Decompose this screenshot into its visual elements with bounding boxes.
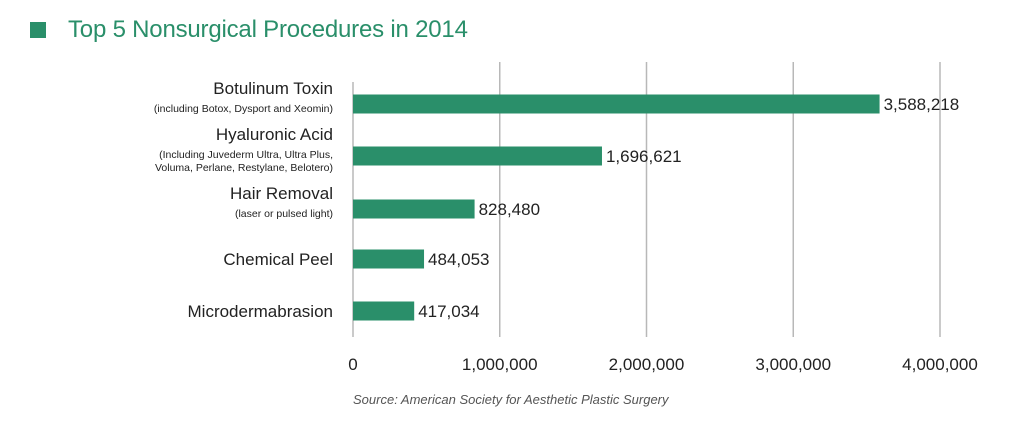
x-tick-label: 0 xyxy=(348,355,357,374)
bar xyxy=(353,249,425,269)
x-tick-label: 2,000,000 xyxy=(609,355,685,374)
source-note: Source: American Society for Aesthetic P… xyxy=(353,392,669,407)
x-tick-label: 1,000,000 xyxy=(462,355,538,374)
legend-swatch xyxy=(30,22,46,38)
data-label: 3,588,218 xyxy=(884,95,960,114)
chart-title: Top 5 Nonsurgical Procedures in 2014 xyxy=(68,16,468,43)
category-label: Hair Removal xyxy=(230,184,333,203)
data-label: 1,696,621 xyxy=(606,147,682,166)
category-sublabel: (Including Juvederm Ultra, Ultra Plus, xyxy=(159,149,333,161)
data-label: 417,034 xyxy=(418,302,479,321)
bar xyxy=(353,94,880,114)
category-label: Microdermabrasion xyxy=(188,302,334,321)
x-tick-label: 3,000,000 xyxy=(755,355,831,374)
data-label: 484,053 xyxy=(428,250,489,269)
category-sublabel: (laser or pulsed light) xyxy=(235,208,333,220)
category-label: Chemical Peel xyxy=(223,250,333,269)
bar xyxy=(353,301,415,321)
bar xyxy=(353,199,475,219)
category-label: Hyaluronic Acid xyxy=(216,125,333,144)
category-sublabel: Voluma, Perlane, Restylane, Belotero) xyxy=(155,162,333,174)
x-tick-label: 4,000,000 xyxy=(902,355,978,374)
data-label: 828,480 xyxy=(479,200,540,219)
category-label: Botulinum Toxin xyxy=(213,79,333,98)
category-sublabel: (including Botox, Dysport and Xeomin) xyxy=(154,103,333,115)
chart-header: Top 5 Nonsurgical Procedures in 2014 xyxy=(30,16,468,44)
bar xyxy=(353,146,602,166)
